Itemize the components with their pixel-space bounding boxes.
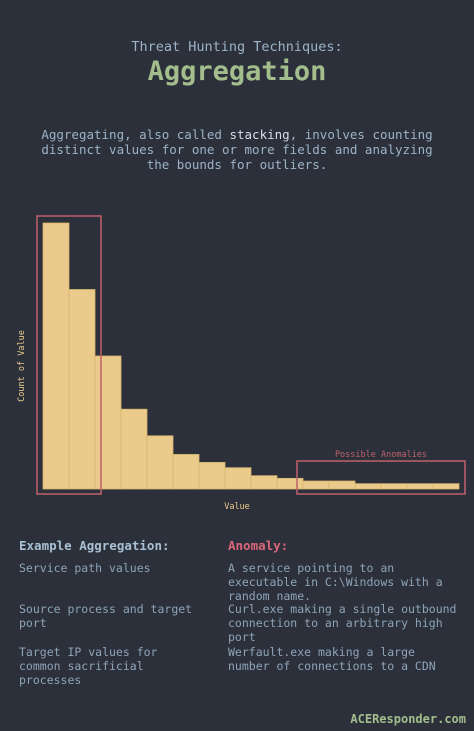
bar-8 (224, 467, 252, 490)
aggregation-histogram: Possible Anomalies Count of Value Value (17, 215, 466, 512)
anomaly-item: Curl.exe making a single outbound connec… (228, 602, 457, 644)
bar-11 (302, 480, 330, 490)
possible-anomalies-box (296, 460, 466, 495)
bar-13 (354, 483, 382, 490)
bar-12 (328, 480, 356, 490)
bar-5 (146, 435, 174, 490)
aggregation-item: Target IP values for common sacrificial … (19, 645, 158, 687)
aggregation-item: Source process and target port (19, 602, 193, 630)
high-count-highlight-box (36, 215, 102, 495)
bar-10 (276, 477, 304, 490)
bar-16 (432, 483, 460, 490)
bar-3 (94, 355, 122, 490)
page-title: Aggregation (147, 56, 327, 87)
possible-anomalies-label: Possible Anomalies (335, 450, 427, 460)
bar-14 (380, 483, 408, 490)
anomaly-item: Werfault.exe making a large number of co… (228, 645, 436, 673)
bar-6 (172, 454, 200, 490)
bar-2 (68, 289, 96, 490)
intro-text-before: Aggregating, also called (41, 127, 230, 142)
page-subtitle: Threat Hunting Techniques: (131, 39, 343, 55)
chart-bars (42, 222, 460, 490)
bar-4 (120, 408, 148, 490)
intro-highlight: stacking (229, 127, 290, 142)
brand-footer: ACEResponder.com (350, 712, 466, 726)
y-axis-label: Count of Value (17, 330, 27, 402)
anomaly-header: Anomaly: (228, 538, 289, 553)
bar-1 (42, 222, 70, 490)
bar-9 (250, 475, 278, 490)
intro-paragraph: Aggregating, also called stacking, invol… (40, 127, 434, 172)
anomaly-item: A service pointing to an executable in C… (228, 561, 443, 603)
example-aggregation-header: Example Aggregation: (19, 538, 170, 553)
intro-text-after: , involves counting distinct values for … (41, 127, 433, 172)
aggregation-item: Service path values (19, 561, 151, 575)
bar-7 (198, 461, 226, 490)
bar-15 (406, 483, 434, 490)
x-axis-label: Value (224, 502, 250, 512)
chart-annotations: Possible Anomalies (36, 215, 466, 495)
